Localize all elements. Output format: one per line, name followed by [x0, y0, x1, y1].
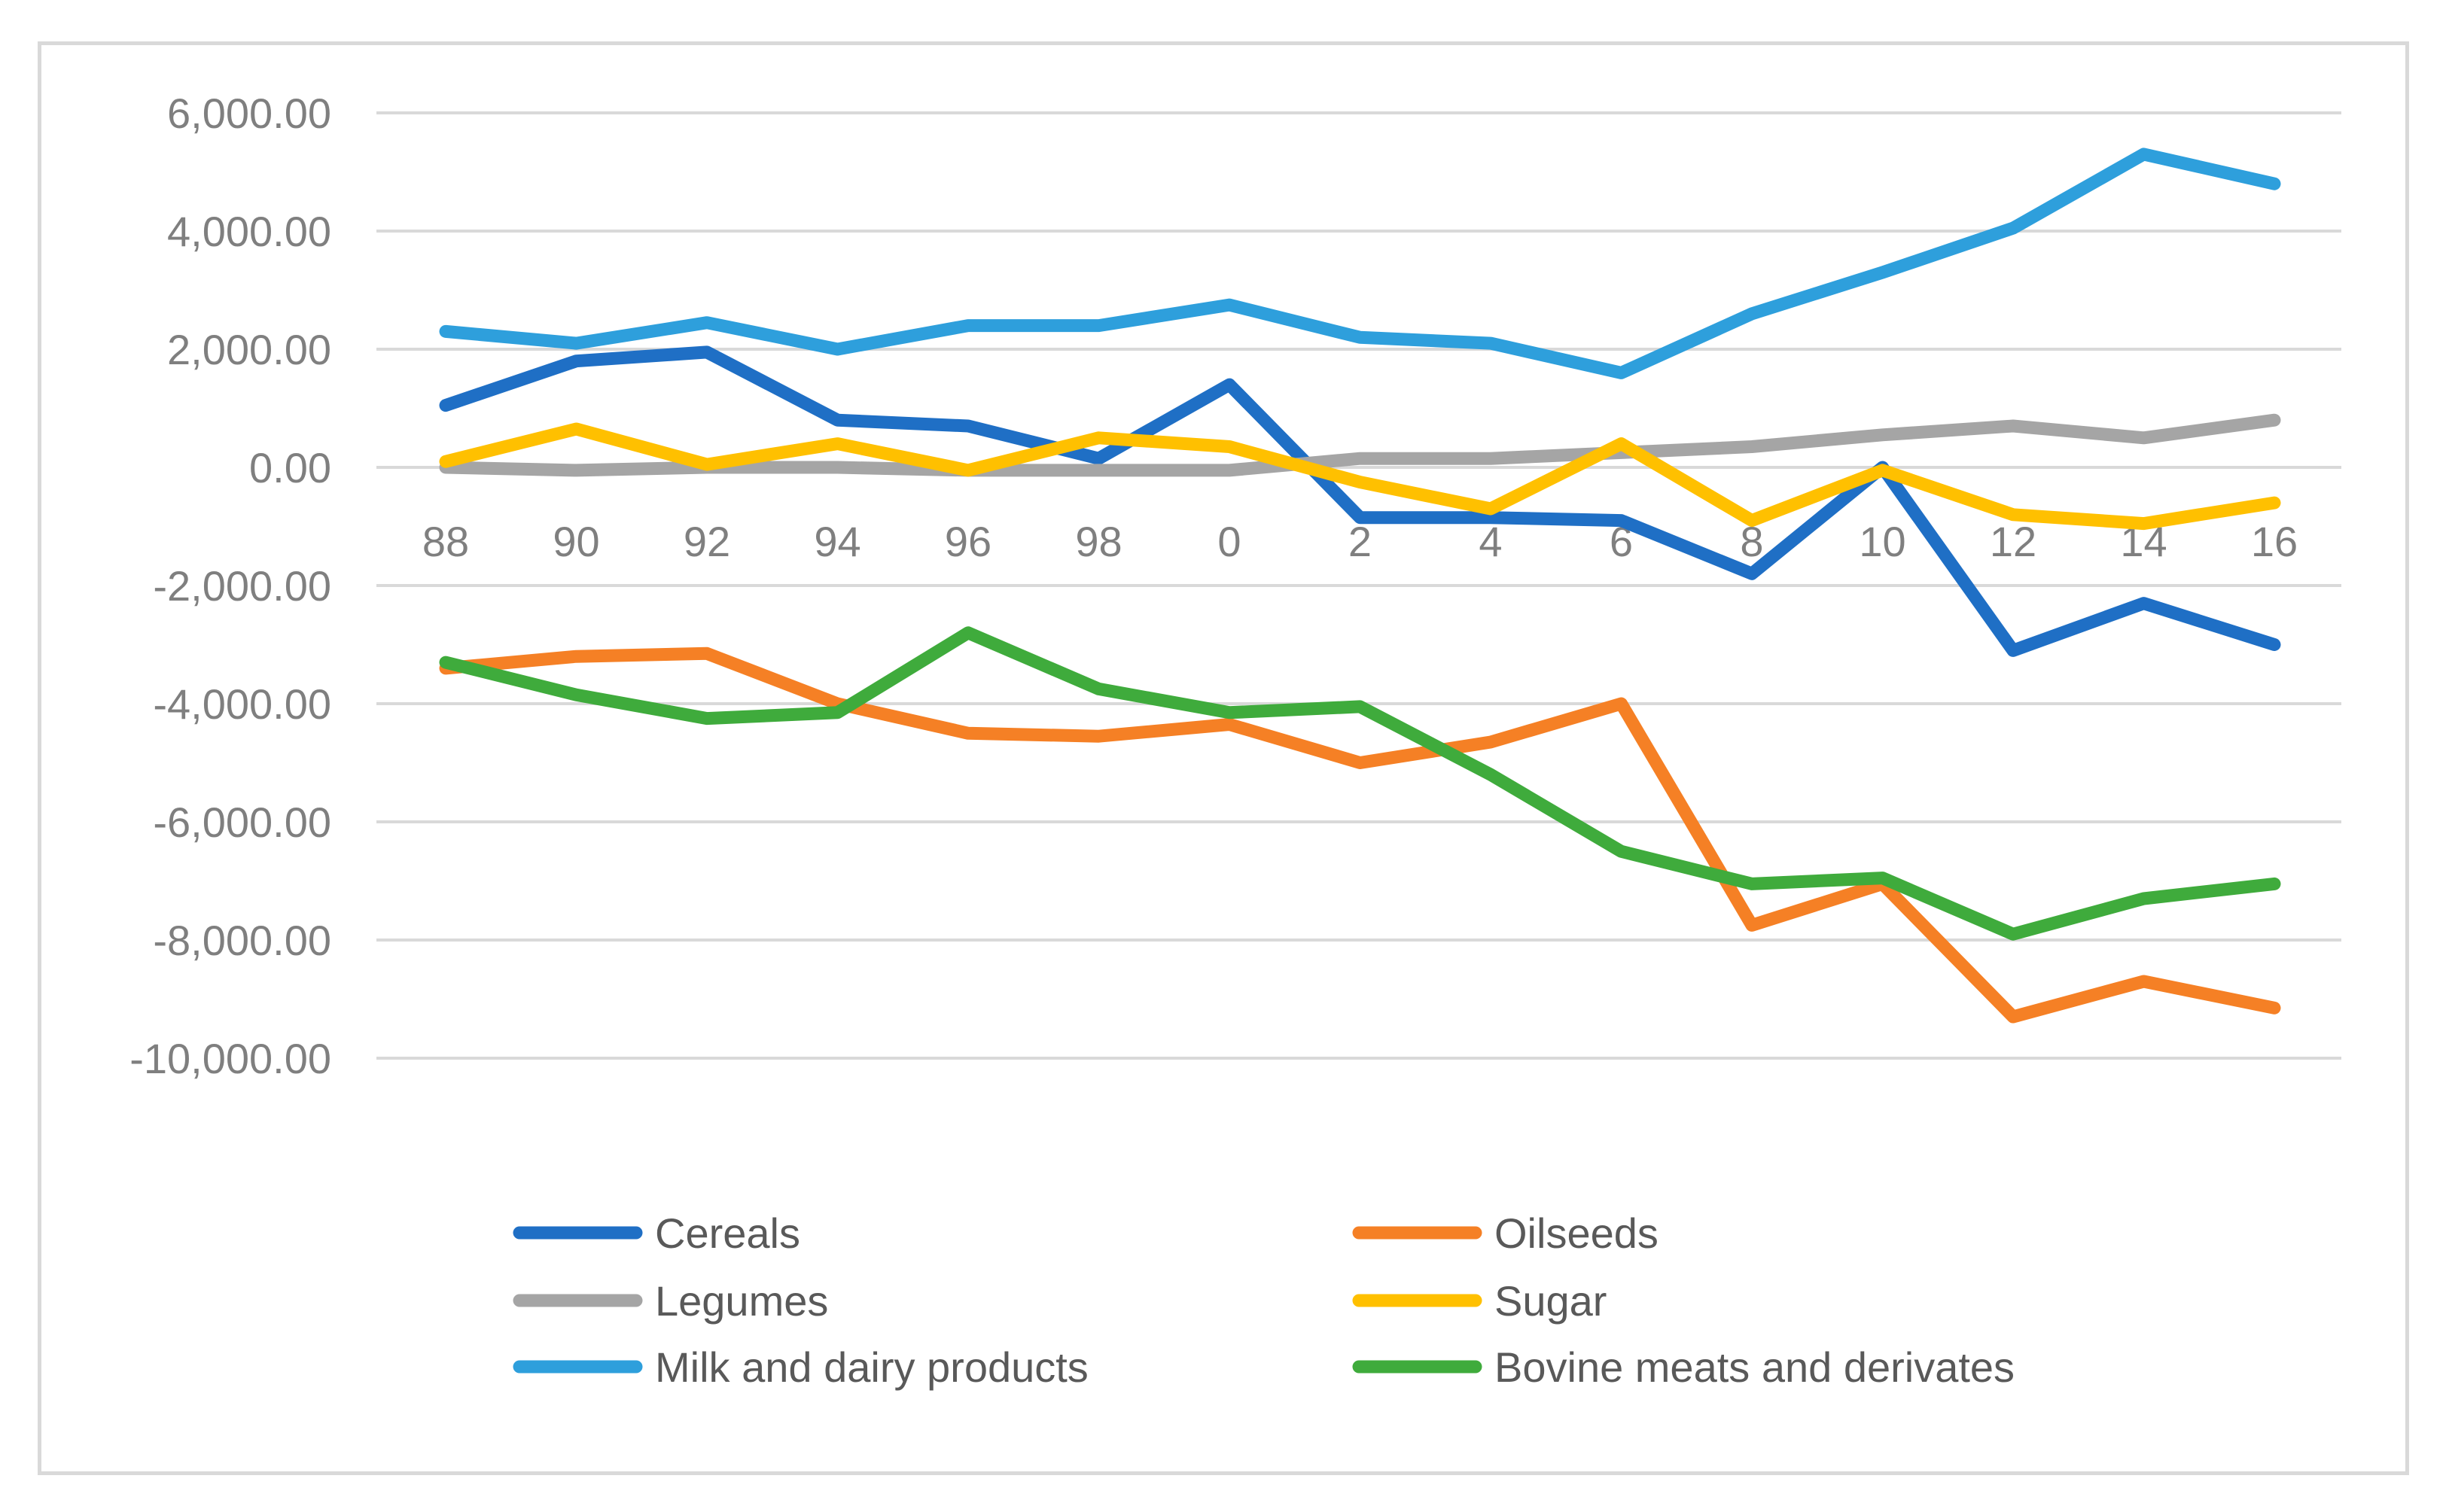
- series-line-bovine-meats-and-derivates: [439, 626, 2281, 941]
- y-tick-label: 6,000.00: [167, 90, 331, 137]
- x-tick-label: 88: [422, 518, 469, 565]
- y-tick-label: 4,000.00: [167, 208, 331, 255]
- y-tick-label: -8,000.00: [153, 917, 331, 964]
- series-line-legumes: [439, 413, 2281, 477]
- x-tick-label: 98: [1075, 518, 1122, 565]
- series-line-cereals: [439, 345, 2281, 657]
- legend-label-cereals: Cereals: [655, 1209, 800, 1257]
- legend-label-legumes: Legumes: [655, 1277, 828, 1325]
- x-tick-label: 94: [814, 518, 861, 565]
- y-tick-label: 2,000.00: [167, 326, 331, 373]
- legend-label-bovine-meats-and-derivates: Bovine meats and derivates: [1494, 1343, 2015, 1391]
- series-line-oilseeds: [439, 646, 2281, 1024]
- y-tick-label: -10,000.00: [129, 1035, 331, 1082]
- legend-label-milk-and-dairy-products: Milk and dairy products: [655, 1343, 1089, 1391]
- x-tick-label: 16: [2251, 518, 2298, 565]
- x-tick-label: 90: [553, 518, 599, 565]
- legend-label-sugar: Sugar: [1494, 1277, 1607, 1325]
- x-tick-label: 0: [1217, 518, 1241, 565]
- series-line-sugar: [439, 422, 2281, 531]
- y-tick-label: -6,000.00: [153, 799, 331, 846]
- series-lines: [439, 148, 2281, 1024]
- gridlines: [376, 111, 2341, 1060]
- chart-frame: [38, 41, 2409, 1475]
- x-tick-label: 4: [1479, 518, 1502, 565]
- y-axis-tick-labels: 6,000.00 4,000.00 2,000.00 0.00 -2,000.00 -4,…: [129, 90, 331, 1082]
- x-tick-label: 96: [945, 518, 991, 565]
- x-tick-label: 92: [684, 518, 730, 565]
- y-tick-label: -2,000.00: [153, 562, 331, 610]
- x-tick-label: 2: [1348, 518, 1372, 565]
- x-tick-label: 12: [1990, 518, 2036, 565]
- x-tick-label: 10: [1859, 518, 1905, 565]
- legend-label-oilseeds: Oilseeds: [1494, 1209, 1659, 1257]
- y-tick-label: -4,000.00: [153, 680, 331, 728]
- x-axis-tick-labels: 88 90 92 94 96 98 0 2 4 6 8 10 12 14 16: [422, 518, 2298, 565]
- series-line-milk-and-dairy-products: [439, 148, 2281, 379]
- y-tick-label: 0.00: [249, 444, 331, 491]
- legend: Cereals Oilseeds Legumes Sugar Milk and dair…: [513, 1209, 2015, 1391]
